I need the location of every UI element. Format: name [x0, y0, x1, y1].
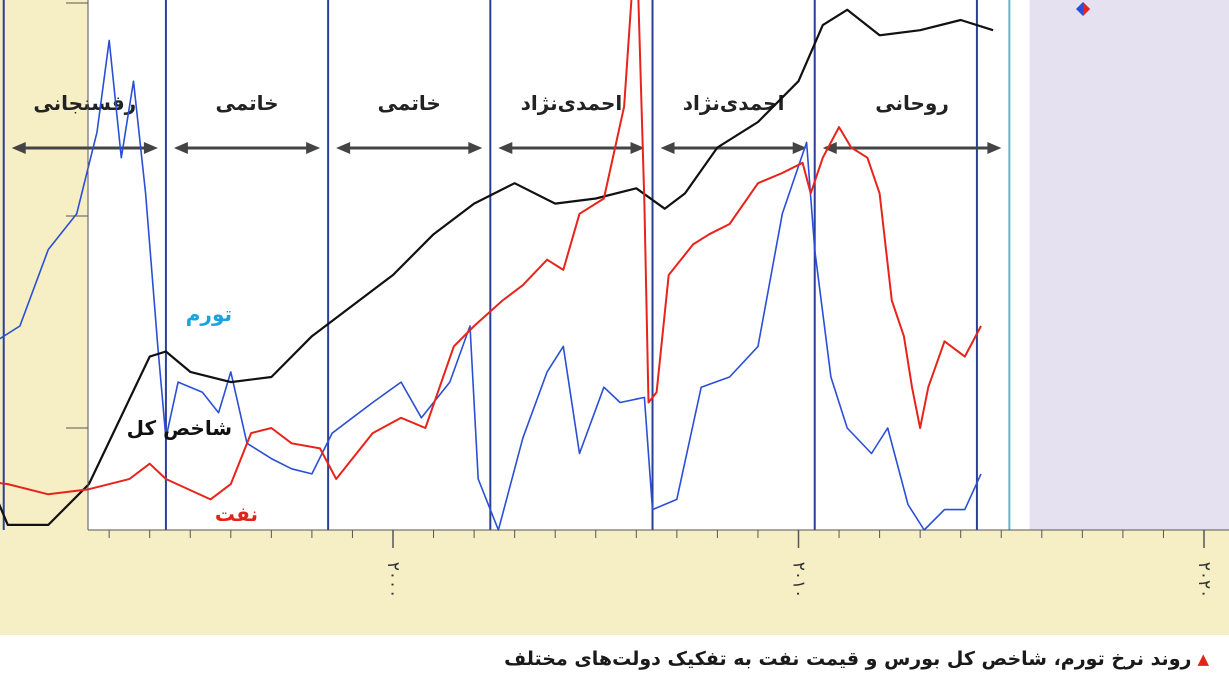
caption-triangle-icon: ▲: [1197, 649, 1209, 668]
arrow-left-icon: [173, 142, 188, 154]
x-tick-label: ۲۰۲۰: [1194, 562, 1214, 599]
government-label: خاتمی: [215, 91, 278, 115]
arrow-left-icon: [336, 142, 351, 154]
government-label: احمدی‌نژاد: [521, 91, 623, 115]
government-arrows: [11, 142, 1002, 154]
x-tick-label: ۲۰۰۰: [383, 562, 403, 599]
x-minor-ticks: [108, 530, 1164, 538]
government-label: خاتمی: [378, 91, 441, 115]
series-line: [0, 0, 982, 501]
series-label-oil: نفت: [215, 502, 258, 526]
caption-text: روند نرخ تورم، شاخص کل بورس و قیمت نفت ب…: [504, 647, 1192, 670]
government-label: رفسنجانی: [33, 91, 136, 115]
latest-marker-icon-half: [1083, 2, 1090, 16]
x-tick-label: ۲۰۱۰: [789, 562, 809, 599]
series-line: [0, 8, 994, 527]
arrow-right-icon: [630, 142, 645, 154]
series-label-index: شاخص کل: [127, 416, 232, 440]
arrow-left-icon: [11, 142, 26, 154]
arrow-left-icon: [498, 142, 513, 154]
government-label: روحانی: [875, 91, 949, 115]
arrow-right-icon: [468, 142, 483, 154]
arrow-right-icon: [987, 142, 1002, 154]
y-ticks: [66, 2, 88, 429]
chart-figure: رفسنجانی خاتمی خاتمی احمدی‌نژاد احمدی‌نژاد رو…: [0, 0, 1229, 635]
series-lines: [0, 0, 994, 531]
series-label-inflation: تورم: [186, 302, 232, 326]
figure-caption: ▲ روند نرخ تورم، شاخص کل بورس و قیمت نفت…: [0, 636, 1229, 681]
series-line: [0, 39, 982, 531]
future-shade: [1029, 0, 1229, 530]
arrow-right-icon: [306, 142, 321, 154]
government-dividers: [2, 0, 1011, 530]
arrow-right-icon: [792, 142, 807, 154]
arrow-right-icon: [143, 142, 158, 154]
arrow-left-icon: [822, 142, 837, 154]
arrow-left-icon: [660, 142, 675, 154]
x-ticks: ۲۰۰۰ ۲۰۱۰ ۲۰۲۰: [383, 530, 1214, 598]
